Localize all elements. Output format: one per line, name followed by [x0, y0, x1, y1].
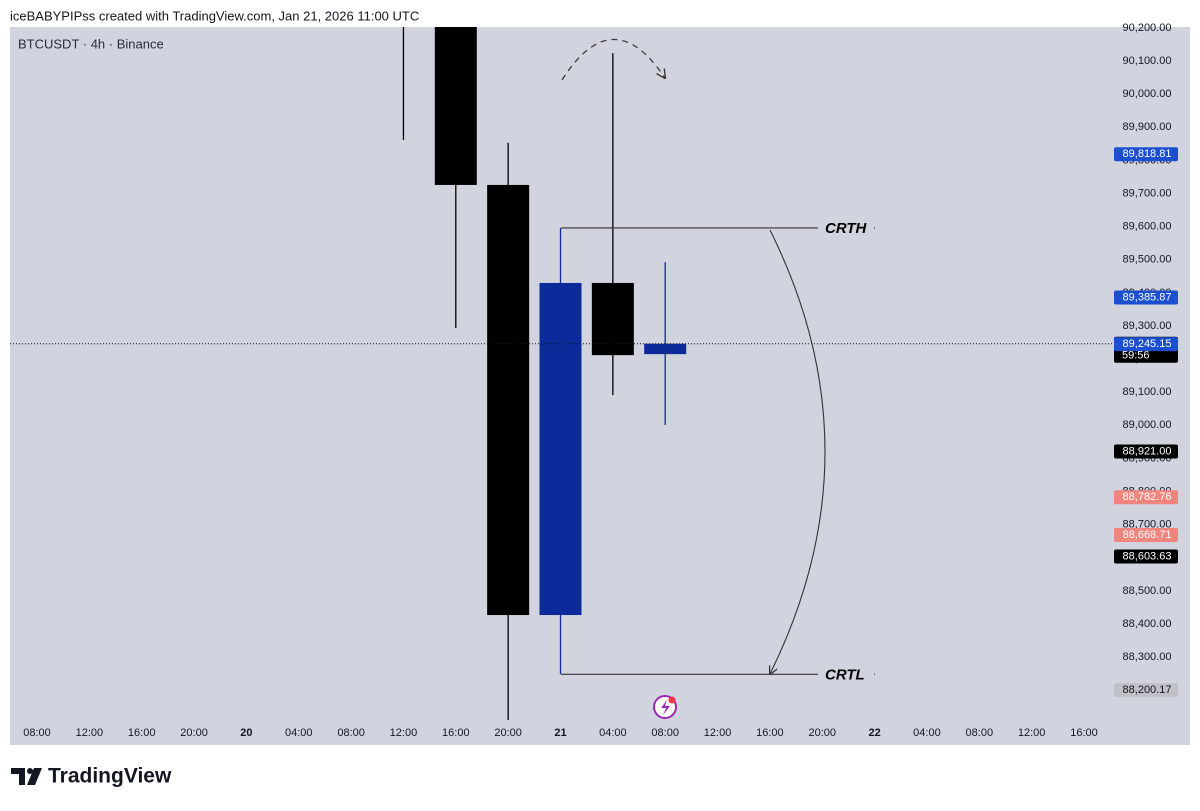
price-badges: 89,818.8189,385.8789,246.4259:5689,245.1…: [1114, 147, 1178, 698]
candle-body: [487, 184, 530, 616]
x-tick-label: 12:00: [704, 727, 732, 739]
attribution: iceBABYPIPss created with TradingView.co…: [10, 8, 419, 23]
price-badge: [1114, 528, 1178, 543]
y-tick-label: 89,000.00: [1123, 419, 1172, 431]
candle-body: [591, 282, 634, 356]
level-label: CRTL: [825, 666, 865, 683]
x-tick-label: 12:00: [390, 727, 418, 739]
chart-panel: [10, 27, 1190, 745]
x-tick-label: 16:00: [756, 727, 784, 739]
lightning-icon: [661, 700, 670, 715]
y-tick-label: 88,300.00: [1123, 651, 1172, 663]
x-tick-label: 08:00: [23, 727, 51, 739]
x-tick-label: 08:00: [337, 727, 365, 739]
dashed-arrow: [561, 39, 665, 81]
x-tick-label: 04:00: [913, 727, 941, 739]
y-tick-label: 90,200.00: [1123, 22, 1172, 34]
price-badge: [1114, 337, 1178, 352]
x-tick-label: 12:00: [1018, 727, 1046, 739]
x-tick-label: 20:00: [494, 727, 522, 739]
candle-body: [434, 27, 477, 185]
price-badge-label: 89,245.15: [1123, 338, 1172, 350]
x-tick-label: 08:00: [966, 727, 994, 739]
x-tick-label: 16:00: [442, 727, 470, 739]
y-tick-label: 89,900.00: [1123, 121, 1172, 133]
level-label: CRTH: [825, 220, 868, 237]
label-bg: [818, 217, 874, 238]
plot-area: CRTH CRTL: [10, 27, 1112, 720]
y-tick-label: 89,500.00: [1123, 254, 1172, 266]
y-tick-label: 89,100.00: [1123, 386, 1172, 398]
price-badge-label: 89,818.81: [1123, 148, 1172, 160]
candle-body: [644, 343, 687, 355]
x-tick-label: 20:00: [808, 727, 836, 739]
y-tick-label: 89,700.00: [1123, 187, 1172, 199]
y-tick-label: 89,600.00: [1123, 221, 1172, 233]
y-tick-label: 88,700.00: [1123, 519, 1172, 531]
price-badge-label: 88,782.76: [1123, 491, 1172, 503]
price-badge: [1114, 290, 1178, 305]
x-tick-label: 21: [554, 727, 566, 739]
x-tick-label: 08:00: [651, 727, 679, 739]
x-tick-label: 20:00: [180, 727, 208, 739]
countdown: 59:56: [1122, 350, 1150, 362]
y-tick-label: 89,300.00: [1123, 320, 1172, 332]
y-tick-label: 88,400.00: [1123, 618, 1172, 630]
alert-dot: [668, 696, 676, 704]
brand: TradingView: [48, 765, 172, 788]
y-tick-label: 90,100.00: [1123, 55, 1172, 67]
price-badge-label: 88,921.00: [1123, 445, 1172, 457]
x-tick-label: 22: [868, 727, 880, 739]
price-badge-label: 88,668.71: [1123, 529, 1172, 541]
y-tick-label: 88,500.00: [1123, 585, 1172, 597]
price-badge: [1114, 490, 1178, 505]
price-badge-label: 88,200.17: [1123, 684, 1172, 696]
price-badge: [1114, 147, 1178, 162]
x-tick-label: 20: [240, 727, 252, 739]
label-bg: [818, 664, 874, 685]
y-tick-label: 90,000.00: [1123, 88, 1172, 100]
symbol-title: BTCUSDT · 4h · Binance: [18, 36, 164, 51]
x-tick-label: 04:00: [599, 727, 627, 739]
range-arrow: [770, 229, 826, 674]
price-badge: [1114, 444, 1178, 459]
candle-body: [539, 282, 582, 616]
x-tick-label: 12:00: [76, 727, 104, 739]
price-badge-label: 88,603.63: [1123, 550, 1172, 562]
x-tick-label: 04:00: [285, 727, 313, 739]
price-badge: [1114, 683, 1178, 698]
x-tick-label: 16:00: [1070, 727, 1098, 739]
brand-logo: [11, 768, 42, 785]
x-tick-label: 16:00: [128, 727, 156, 739]
price-badge: [1114, 549, 1178, 564]
price-badge-label: 89,385.87: [1123, 291, 1172, 303]
